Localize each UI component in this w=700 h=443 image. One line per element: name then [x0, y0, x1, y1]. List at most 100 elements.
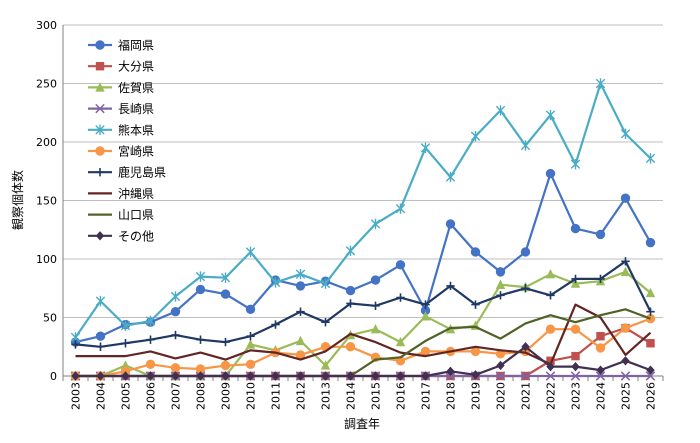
data-point [370, 324, 381, 334]
data-point [220, 272, 231, 283]
data-point [195, 271, 206, 282]
y-tick-label: 300 [36, 19, 57, 32]
legend-label: 熊本県 [118, 122, 154, 137]
x-tick-label: 2010 [244, 382, 257, 410]
data-point [95, 331, 106, 341]
legend-entry: 熊本県 [88, 122, 154, 137]
x-tick-label: 2012 [294, 382, 307, 410]
data-point [370, 218, 381, 230]
series-8 [75, 303, 652, 366]
data-point [371, 371, 380, 381]
data-point [145, 315, 156, 327]
y-tick-label: 250 [36, 78, 57, 91]
data-point [520, 371, 531, 381]
data-point [595, 371, 606, 381]
data-point [471, 370, 480, 380]
data-point [596, 332, 605, 341]
data-point [221, 371, 230, 381]
x-tick-label: 2004 [94, 382, 107, 410]
data-point [546, 361, 555, 372]
data-point [296, 307, 305, 316]
data-point [470, 130, 481, 142]
legend-marker [95, 103, 105, 114]
data-point [420, 311, 431, 321]
x-tick-label: 2018 [444, 382, 457, 410]
data-point [370, 275, 381, 285]
data-point [571, 351, 580, 361]
series-line [75, 172, 652, 344]
data-point [395, 203, 406, 214]
series-7 [71, 257, 655, 351]
data-point [170, 291, 181, 302]
data-point [320, 278, 331, 289]
x-tick-label: 2023 [569, 382, 582, 410]
data-point [546, 356, 555, 365]
x-tick-label: 2006 [144, 382, 157, 410]
series-line [75, 260, 652, 348]
data-point [645, 237, 656, 248]
legend-entry: その他 [88, 229, 154, 243]
data-point [620, 266, 631, 277]
data-point [246, 332, 255, 341]
data-point [495, 371, 506, 381]
legend-entry: 福岡県 [88, 38, 154, 53]
data-point [446, 366, 455, 377]
data-point [445, 171, 456, 183]
data-point [620, 193, 631, 203]
data-point [645, 371, 656, 381]
series-lines [70, 78, 656, 381]
data-point [545, 168, 556, 179]
x-tick-label: 2013 [319, 382, 332, 410]
data-point [646, 307, 655, 316]
y-tick-label: 150 [36, 195, 57, 208]
data-point [570, 223, 581, 234]
data-point [196, 335, 205, 344]
legend-marker [95, 231, 105, 241]
data-point [245, 246, 256, 258]
data-point [571, 361, 580, 372]
data-point [346, 371, 355, 381]
data-point [495, 105, 506, 116]
x-tick-label: 2005 [119, 382, 132, 410]
x-tick-label: 2021 [519, 382, 532, 410]
legend-label: 福岡県 [118, 38, 154, 53]
data-point [295, 281, 306, 291]
data-point [195, 284, 206, 295]
data-point [620, 323, 631, 333]
legend-marker [95, 146, 105, 156]
series-10 [71, 342, 655, 381]
data-point [295, 269, 306, 280]
data-point [420, 142, 431, 154]
x-tick-label: 2022 [544, 382, 557, 410]
data-point [420, 346, 431, 357]
data-point [245, 339, 256, 349]
legend-entry: 沖縄県 [88, 186, 154, 201]
data-point [345, 285, 356, 296]
legend-marker [95, 40, 105, 50]
data-point [220, 360, 231, 371]
data-point [396, 293, 405, 302]
data-point [546, 291, 555, 300]
data-point [121, 339, 130, 348]
data-point [321, 317, 330, 327]
data-point [645, 153, 656, 164]
data-point [120, 320, 131, 331]
data-point [171, 330, 180, 340]
data-point [171, 371, 180, 381]
legend-entry: 山口県 [88, 208, 154, 222]
x-tick-label: 2008 [194, 382, 207, 410]
data-point [395, 260, 406, 270]
data-point [471, 300, 480, 309]
data-point [545, 324, 556, 334]
x-tick-label: 2025 [619, 382, 632, 410]
data-point [170, 363, 181, 373]
series-1 [70, 168, 656, 347]
data-point [71, 371, 80, 381]
data-point [596, 365, 605, 375]
data-point [320, 360, 331, 370]
data-point [496, 291, 505, 300]
data-point [345, 342, 356, 352]
legend-label: 宮崎県 [118, 144, 154, 159]
